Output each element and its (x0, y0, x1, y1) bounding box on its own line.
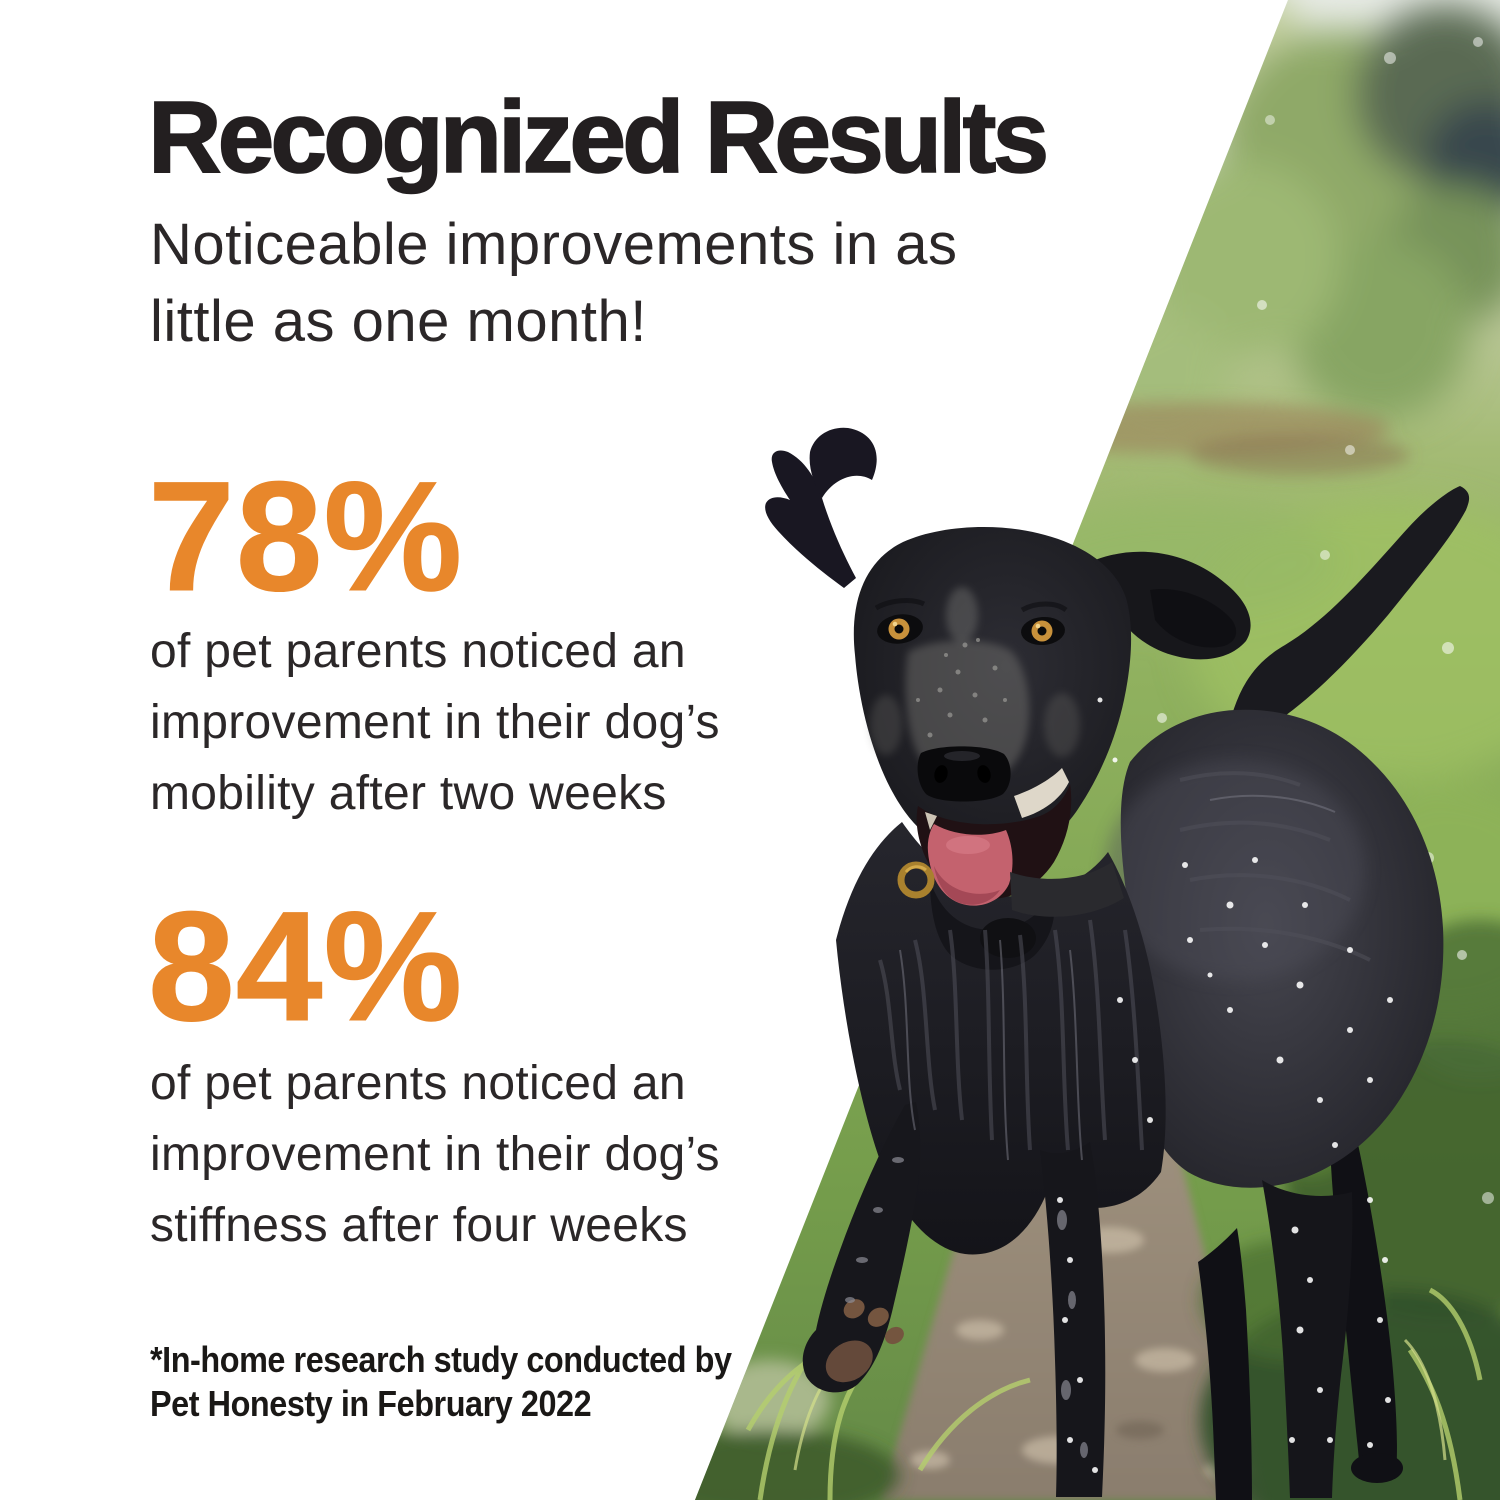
dog-tail (1225, 486, 1470, 741)
stat-caption-line: of pet parents noticed an (150, 625, 686, 678)
footnote-line: *In-home research study conducted by (150, 1339, 732, 1380)
stat-value-stiffness: 84% (147, 880, 464, 1054)
fur-streaks (878, 771, 1371, 1151)
study-footnote: *In-home research study conducted by Pet… (150, 1338, 732, 1426)
footnote-line: Pet Honesty in February 2022 (150, 1383, 592, 1424)
dog-eye-right (1021, 616, 1065, 646)
dog-raised-paw (802, 1102, 921, 1393)
subheadline-line: Noticeable improvements in as (150, 212, 958, 277)
muzzle-speckles (916, 638, 1007, 738)
dog-eye-left (877, 614, 923, 644)
headline: Recognized Results (147, 80, 1050, 194)
stat-caption-mobility: of pet parents noticed an improvement in… (150, 616, 720, 829)
dog-mouth (916, 768, 1072, 906)
stat-caption-line: improvement in their dog’s (150, 1128, 720, 1181)
collar-ring (897, 861, 935, 899)
subheadline-line: little as one month! (150, 289, 647, 354)
stat-caption-line: improvement in their dog’s (150, 696, 720, 749)
fur-droplets (1057, 697, 1393, 1473)
stat-caption-stiffness: of pet parents noticed an improvement in… (150, 1048, 720, 1261)
dog-illustration (765, 427, 1470, 1500)
dog-nose (917, 746, 1011, 802)
stat-value-mobility: 78% (147, 450, 464, 624)
dog-flying-ear (765, 427, 877, 588)
stat-caption-line: mobility after two weeks (150, 767, 667, 820)
stat-caption-line: of pet parents noticed an (150, 1057, 686, 1110)
subheadline: Noticeable improvements in as little as … (150, 206, 958, 360)
stat-caption-line: stiffness after four weeks (150, 1199, 688, 1252)
